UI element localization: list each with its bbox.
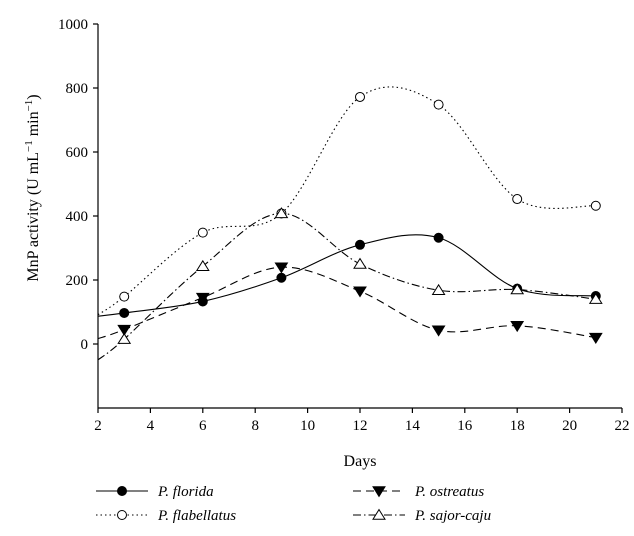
- series-layer: [97, 86, 603, 361]
- data-point: [431, 325, 446, 337]
- legend-item: P. ostreatus: [353, 484, 484, 500]
- data-point: [274, 262, 289, 274]
- data-point: [117, 332, 132, 344]
- legend-marker: [372, 508, 386, 520]
- x-tick-label: 18: [510, 418, 525, 434]
- y-axis-title: MnP activity (U mL−1 min−1): [23, 94, 42, 281]
- x-tick-label: 14: [405, 418, 421, 434]
- x-tick-label: 22: [615, 418, 630, 434]
- x-tick-label: 16: [457, 418, 473, 434]
- y-tick-label: 1000: [58, 17, 88, 33]
- legend-item: P. florida: [96, 484, 214, 500]
- x-tick-label: 4: [147, 418, 155, 434]
- series-line: [97, 266, 596, 340]
- data-point: [195, 292, 210, 304]
- data-point: [431, 283, 446, 295]
- legend-label: P. ostreatus: [414, 484, 484, 500]
- x-tick-label: 2: [94, 418, 102, 434]
- data-point: [197, 227, 208, 238]
- legend: P. florida P. ostreatus P. flabellatus P. s…: [96, 484, 491, 524]
- x-tick-label: 10: [300, 418, 315, 434]
- x-tick-label: 20: [562, 418, 577, 434]
- series-p-ostreatus: [97, 262, 603, 344]
- data-point: [353, 257, 367, 269]
- series-p-florida: [97, 232, 601, 318]
- data-point: [512, 194, 523, 205]
- data-point: [117, 324, 132, 336]
- series-line: [97, 234, 596, 317]
- legend-marker: [372, 486, 386, 498]
- legend-label: P. flabellatus: [157, 508, 236, 524]
- legend-item: P. sajor-caju: [353, 508, 491, 524]
- data-point: [355, 239, 365, 250]
- data-point: [276, 272, 287, 283]
- x-tick-label: 8: [251, 418, 259, 434]
- data-point: [119, 291, 130, 302]
- legend-marker: [117, 510, 127, 520]
- series-p-sajor-caju: [97, 207, 603, 361]
- series-line: [97, 86, 596, 316]
- x-tick-label: 6: [199, 418, 207, 434]
- legend-marker: [117, 486, 127, 496]
- data-point: [195, 259, 210, 271]
- legend-item: P. flabellatus: [96, 508, 236, 524]
- x-axis-title: Days: [344, 453, 377, 470]
- y-tick-label: 400: [66, 209, 89, 225]
- data-point: [433, 99, 444, 110]
- data-point: [510, 321, 525, 333]
- legend-label: P. florida: [157, 484, 214, 500]
- data-point: [510, 283, 525, 295]
- data-point: [274, 207, 289, 219]
- x-tick-label: 12: [353, 418, 368, 434]
- legend-label: P. sajor-caju: [414, 508, 491, 524]
- data-point: [119, 307, 130, 318]
- data-point: [588, 292, 603, 304]
- series-p-flabellatus: [97, 86, 601, 316]
- y-tick-label: 600: [66, 145, 89, 161]
- y-tick-label: 0: [81, 337, 89, 353]
- data-point: [590, 200, 601, 211]
- y-tick-label: 200: [66, 273, 89, 289]
- data-point: [355, 91, 365, 102]
- axes: 0 200 400 600 800 1000 2 4 6 8 10 12 14 16 18 20 22: [58, 17, 630, 434]
- data-point: [588, 332, 603, 344]
- data-point: [353, 286, 367, 298]
- y-tick-label: 800: [66, 81, 89, 97]
- data-point: [433, 232, 444, 243]
